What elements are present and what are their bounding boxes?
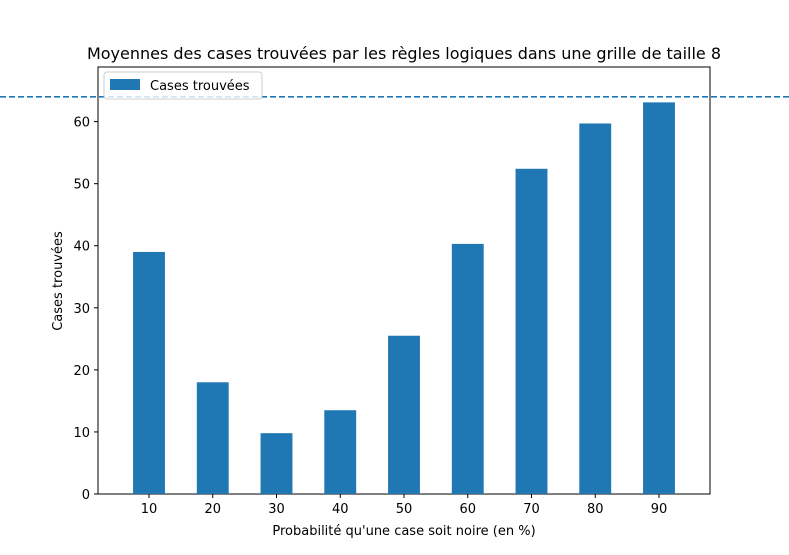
y-tick-label-40: 40 <box>73 240 90 255</box>
y-tick-label-50: 50 <box>73 178 90 193</box>
y-tick-label-30: 30 <box>73 302 90 317</box>
bar-30 <box>260 433 293 494</box>
bars-group <box>133 102 675 494</box>
x-tick-label-60: 60 <box>459 502 476 517</box>
x-tick-label-80: 80 <box>587 502 604 517</box>
bar-70 <box>515 168 548 494</box>
bar-60 <box>451 243 484 494</box>
y-axis: 0 10 20 30 40 50 60 <box>73 116 98 503</box>
bar-80 <box>579 123 612 494</box>
y-tick-label-20: 20 <box>73 364 90 379</box>
x-tick-label-90: 90 <box>651 502 668 517</box>
bar-20 <box>196 382 229 494</box>
x-tick-label-30: 30 <box>268 502 285 517</box>
x-tick-label-50: 50 <box>396 502 413 517</box>
bar-40 <box>324 410 357 494</box>
legend-box <box>103 71 263 100</box>
y-tick-label-0: 0 <box>82 488 90 503</box>
x-axis-label: Probabilité qu'une case soit noire (en %… <box>272 524 535 539</box>
bar-10 <box>133 251 165 494</box>
y-axis-label: Cases trouvées <box>51 231 66 331</box>
x-tick-label-20: 20 <box>204 502 221 517</box>
legend-entry-cases-trouvees: Cases trouvées <box>150 79 250 94</box>
x-tick-label-70: 70 <box>523 502 540 517</box>
x-tick-label-10: 10 <box>141 502 158 517</box>
y-tick-label-60: 60 <box>73 116 90 131</box>
bar-90 <box>643 102 675 494</box>
y-tick-label-10: 10 <box>73 426 90 441</box>
chart-title: Moyennes des cases trouvées par les règl… <box>87 44 721 63</box>
legend-swatch <box>110 79 140 90</box>
x-tick-label-40: 40 <box>332 502 349 517</box>
bar-50 <box>388 335 420 494</box>
x-axis: 10 20 30 40 50 60 70 80 90 <box>141 494 668 517</box>
legend: Cases trouvées <box>103 71 263 100</box>
